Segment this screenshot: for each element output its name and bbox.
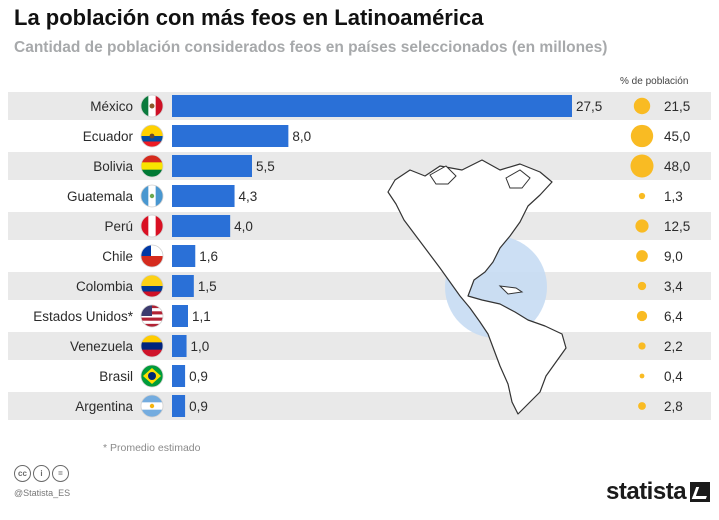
percent-label: 2,8	[664, 399, 683, 414]
category-label: Estados Unidos*	[33, 309, 134, 324]
category-label: Chile	[102, 249, 133, 264]
license-icons: cc i =	[14, 465, 69, 482]
percent-label: 9,0	[664, 249, 683, 264]
percent-label: 48,0	[664, 159, 690, 174]
bar-value-label: 4,0	[234, 219, 253, 234]
bar-value-label: 5,5	[256, 159, 275, 174]
statista-mark-icon	[690, 482, 711, 502]
bar-value-label: 4,3	[239, 189, 258, 204]
category-label: Bolivia	[93, 159, 133, 174]
percent-label: 3,4	[664, 279, 683, 294]
chart-rows: México 27,5 21,5 Ecuador 8,0 45,0 Bolivia 5,5 48…	[33, 94, 690, 418]
chile-flag-icon	[140, 244, 164, 268]
bar-value-label: 27,5	[576, 99, 602, 114]
chart-row: Perú 4,0 12,5	[104, 214, 690, 238]
chart-row: Guatemala 4,3 1,3	[67, 184, 683, 208]
bar	[172, 335, 187, 357]
percent-circle	[636, 250, 648, 262]
chart-title: La población con más feos en Latinoaméri…	[14, 5, 484, 30]
chart-row: Argentina 0,9 2,8	[75, 394, 683, 418]
peru-flag-icon	[140, 214, 164, 238]
percent-label: 6,4	[664, 309, 683, 324]
footnote: * Promedio estimado	[103, 442, 201, 454]
percent-circle	[635, 219, 649, 233]
bar-value-label: 1,1	[192, 309, 211, 324]
row-stripe	[8, 332, 711, 360]
argentina-flag-icon	[140, 394, 164, 418]
percent-label: 45,0	[664, 129, 690, 144]
social-handle: @Statista_ES	[14, 488, 71, 498]
chart-row: México 27,5 21,5	[90, 94, 690, 118]
bar-value-label: 1,6	[199, 249, 218, 264]
bar	[172, 215, 231, 237]
chart-row: Colombia 1,5 3,4	[76, 274, 683, 298]
row-stripe	[8, 272, 711, 300]
chart-row: Brasil 0,9 0,4	[99, 364, 683, 388]
category-label: Venezuela	[70, 339, 134, 354]
category-label: Brasil	[99, 369, 133, 384]
chart-row: Estados Unidos* 1,1 6,4	[33, 304, 683, 328]
chart-row: Chile 1,6 9,0	[102, 244, 683, 268]
category-label: Ecuador	[83, 129, 134, 144]
brazil-flag-icon	[140, 364, 164, 388]
percent-circle	[638, 192, 646, 200]
bar	[172, 395, 186, 417]
bar-chart: México 27,5 21,5 Ecuador 8,0 45,0 Bolivia 5,5 48…	[8, 92, 711, 420]
percent-circle	[638, 402, 646, 410]
bar	[172, 305, 188, 327]
venezuela-flag-icon	[140, 334, 164, 358]
percent-circle	[637, 281, 647, 291]
ecuador-flag-icon	[140, 124, 164, 148]
mexico-flag-icon	[140, 94, 164, 118]
bar	[172, 365, 186, 387]
percent-circle	[638, 342, 646, 350]
americas-map-image	[387, 159, 567, 415]
bar-value-label: 1,0	[191, 339, 210, 354]
category-label: Perú	[104, 219, 133, 234]
bar	[172, 95, 572, 117]
bar-value-label: 1,5	[198, 279, 217, 294]
nd-icon: =	[52, 465, 69, 482]
percent-circle	[630, 154, 654, 178]
percent-label: 12,5	[664, 219, 690, 234]
category-label: Argentina	[75, 399, 133, 414]
percent-label: 2,2	[664, 339, 683, 354]
category-label: Guatemala	[67, 189, 134, 204]
category-label: Colombia	[76, 279, 134, 294]
brand-name: statista	[606, 478, 687, 505]
bar-value-label: 8,0	[292, 129, 311, 144]
colombia-flag-icon	[140, 274, 164, 298]
cc-icon: cc	[14, 465, 31, 482]
percent-column-header: % de población	[620, 76, 689, 87]
percent-circle	[633, 97, 651, 115]
by-icon: i	[33, 465, 50, 482]
percent-circle	[639, 373, 645, 379]
chart-subtitle: Cantidad de población considerados feos …	[14, 39, 608, 56]
bar	[172, 245, 196, 267]
category-label: México	[90, 99, 133, 114]
percent-label: 1,3	[664, 189, 683, 204]
percent-circle	[636, 310, 648, 322]
row-stripes	[8, 92, 711, 420]
chart-row: Ecuador 8,0 45,0	[83, 124, 690, 148]
usa-flag-icon	[140, 304, 164, 328]
row-stripe	[8, 392, 711, 420]
bar	[172, 125, 289, 147]
statista-logo: statista	[606, 478, 711, 506]
guatemala-flag-icon	[140, 184, 164, 208]
bar	[172, 155, 252, 177]
bar	[172, 185, 235, 207]
chart-row: Bolivia 5,5 48,0	[93, 154, 690, 178]
chart-row: Venezuela 1,0 2,2	[70, 334, 683, 358]
bar-value-label: 0,9	[189, 369, 208, 384]
bar-value-label: 0,9	[189, 399, 208, 414]
row-stripe	[8, 212, 711, 240]
percent-label: 0,4	[664, 369, 683, 384]
percent-label: 21,5	[664, 99, 690, 114]
bolivia-flag-icon	[140, 154, 164, 178]
percent-circle	[630, 124, 654, 148]
row-stripe	[8, 152, 711, 180]
bar	[172, 275, 194, 297]
